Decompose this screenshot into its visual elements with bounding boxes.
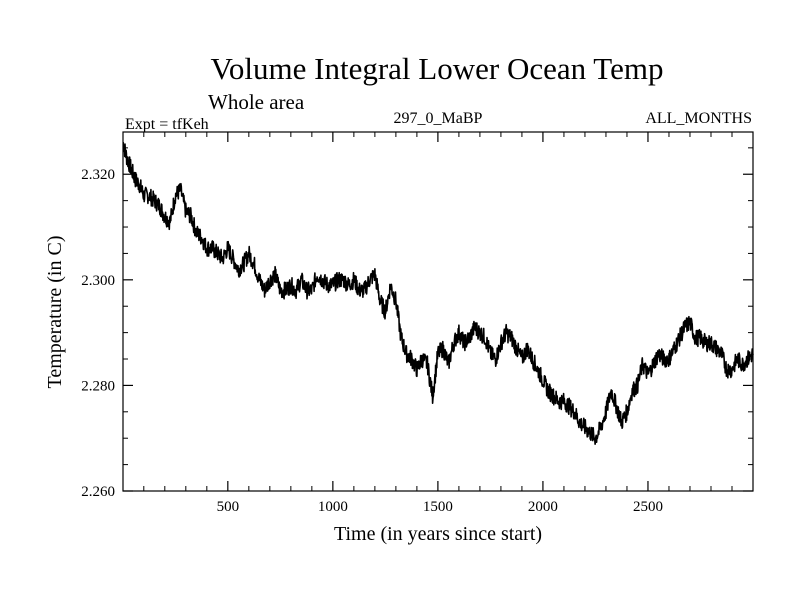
y-axis-label: Temperature (in C): [44, 236, 66, 389]
temperature-series-line: [122, 141, 754, 446]
x-tick-label: 500: [217, 499, 240, 515]
x-axis-label: Time (in years since start): [334, 523, 542, 545]
period-label: 297_0_MaBP: [394, 110, 483, 127]
plot-frame: [122, 131, 754, 492]
experiment-label: Expt = tfKeh: [125, 116, 209, 133]
x-tick-label: 1000: [318, 499, 348, 515]
chart-title: Volume Integral Lower Ocean Temp: [211, 51, 664, 86]
months-label: ALL_MONTHS: [645, 110, 752, 127]
y-tick-label: 2.300: [81, 273, 115, 289]
y-tick-label: 2.280: [81, 378, 115, 394]
series-layer: [122, 141, 754, 446]
axis-ticks: [123, 132, 753, 492]
x-tick-label: 2500: [633, 499, 663, 515]
x-tick-label: 2000: [528, 499, 558, 515]
axis-tick-labels: 500 1000 1500 2000 2500 2.260 2.280 2.300 2.320: [81, 167, 663, 515]
x-tick-label: 1500: [423, 499, 453, 515]
y-tick-label: 2.260: [81, 484, 115, 500]
y-tick-label: 2.320: [81, 167, 115, 183]
chart-subtitle: Whole area: [208, 90, 305, 114]
